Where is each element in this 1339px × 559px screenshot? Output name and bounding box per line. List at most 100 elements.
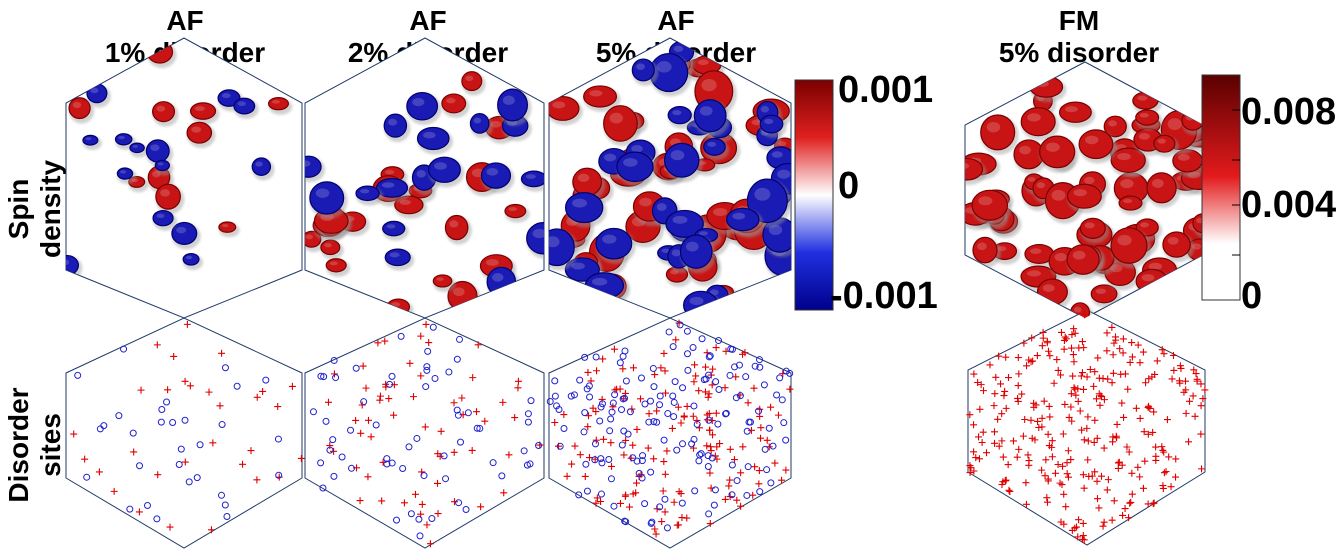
disorder-site-cross [1163,416,1171,424]
disorder-site-cross [1124,385,1132,393]
disorder-site-cross [356,497,364,505]
disorder-site-cross [999,453,1007,461]
disorder-site-cross [1198,465,1206,473]
positive-spin-blob [1078,129,1114,160]
blob-highlight [446,97,456,104]
disorder-site-cross [629,364,637,372]
disorder-site-cross [621,492,629,500]
disorder-site-cross [598,395,606,403]
disorder-site-cross [979,428,987,436]
blob-highlight [329,261,338,266]
disorder-site-circle [626,408,634,416]
negative-spin-blob [667,106,692,125]
blob-highlight [423,131,436,139]
disorder-site-cross [1079,535,1086,543]
disorder-site-cross [434,479,442,487]
disorder-site-circle [689,344,697,352]
disorder-site-cross [1103,347,1111,355]
disorder-site-cross [1132,404,1140,412]
disorder-site-cross [657,364,665,372]
blob-highlight [305,160,311,167]
disorder-site-cross [1043,494,1051,502]
disorder-site-circle [691,487,699,495]
disorder-site-cross [1150,499,1158,507]
disorder-site-circle [684,366,692,374]
disorder-site-cross [741,349,749,357]
disorder-site-circle [338,453,346,461]
blob-highlight [552,101,566,109]
disorder-site-circle [551,377,559,385]
disorder-site-circle [422,383,430,391]
disorder-site-cross [1084,456,1092,464]
disorder-site-cross [135,508,143,516]
disorder-site-cross [636,395,644,403]
disorder-site-circle [645,418,653,426]
disorder-site-circle [585,382,593,390]
disorder-site-cross [1193,377,1201,385]
disorder-site-cross [1074,397,1082,405]
disorder-site-cross [367,433,375,441]
disorder-site-circle [653,418,661,426]
blob-highlight [185,255,193,260]
negative-spin-blob [82,134,99,146]
disorder-site-circle [576,376,584,384]
disorder-site-cross [1095,374,1103,382]
disorder-site-cross [1024,451,1032,459]
disorder-site-circle [456,335,464,343]
disorder-site-cross [1144,404,1152,412]
negative-spin-blob [383,113,408,138]
disorder-site-cross [633,479,641,487]
blob-highlight [416,170,426,178]
disorder-site-cross [756,405,764,413]
disorder-site-circle [457,438,465,446]
disorder-site-cross [1119,349,1127,357]
negative-spin-blob [355,185,380,202]
disorder-site-circle [715,386,723,394]
disorder-site-cross [733,496,741,504]
negative-spin-blob [497,88,529,122]
blob-highlight [502,95,515,106]
blob-highlight [118,135,125,140]
disorder-site-circle [647,519,655,527]
disorder-site-cross [1054,460,1062,468]
blob-highlight [709,289,719,296]
disorder-site-cross [1006,488,1014,496]
disorder-site-circle [157,418,165,426]
disorder-site-cross [706,520,714,528]
disorder-site-circle [650,418,658,426]
disorder-site-cross [376,396,384,404]
disorder-site-cross [1139,484,1147,492]
blob-highlight [1117,234,1132,246]
disorder-site-cross [966,411,974,419]
disorder-site-circle [348,464,356,472]
disorder-site-cross [1149,500,1157,508]
blob-highlight [492,273,504,282]
disorder-site-cross [1019,432,1027,440]
disorder-site-cross [1141,457,1149,465]
disorder-site-cross [1064,447,1072,455]
disorder-site-cross [1145,375,1153,383]
blob-highlight [707,141,717,147]
disorder-site-cross [1002,404,1010,412]
disorder-site-circle [217,491,225,499]
disorder-site-circle [431,374,439,382]
disorder-site-cross [1028,334,1036,342]
disorder-site-cross [721,495,729,503]
disorder-site-cross [662,389,670,397]
disorder-site-cross [181,377,189,385]
disorder-site-cross [70,430,78,438]
disorder-site-cross [1076,407,1084,415]
blob-highlight [191,126,202,133]
disorder-site-cross [744,399,752,407]
negative-spin-blob [564,192,604,224]
disorder-site-circle [733,477,741,485]
disorder-site-cross [1071,524,1079,532]
disorder-site-circle [646,397,654,405]
disorder-site-cross [1172,455,1180,463]
disorder-site-circle [405,443,413,451]
blob-highlight [1029,248,1042,254]
disorder-site-cross [450,399,458,407]
disorder-site-cross [1048,443,1056,451]
disorder-site-cross [568,460,576,468]
blob-highlight [194,106,205,112]
